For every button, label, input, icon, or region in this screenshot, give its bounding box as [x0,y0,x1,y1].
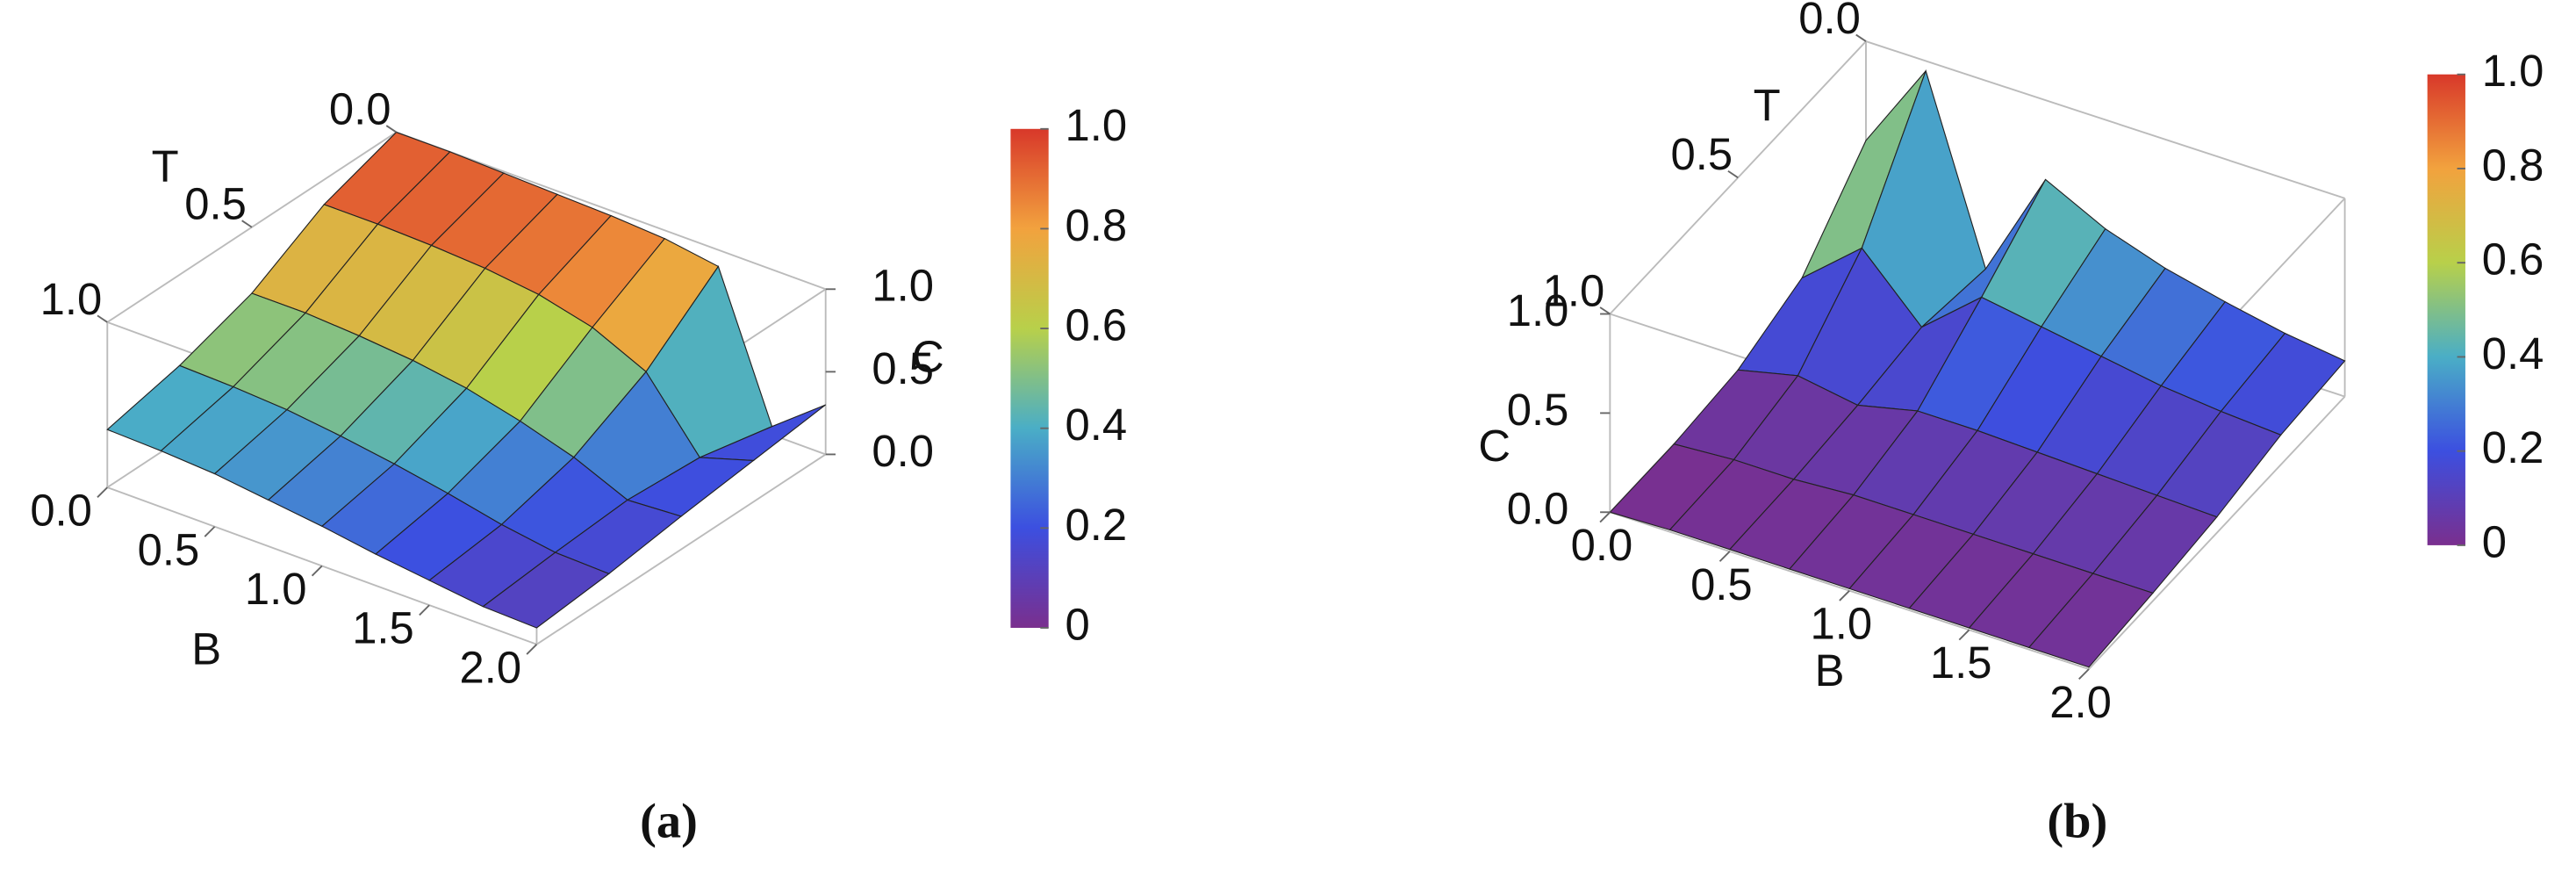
x-tick [1599,511,1611,523]
colorbar-tick-label: 0.4 [1066,400,1128,450]
colorbar-tick-label: 0.4 [2482,328,2544,378]
x-tick [2078,668,2090,680]
x-axis-label: B [1815,645,1845,695]
panel-label: (a) [640,795,698,849]
x-tick [204,526,216,537]
x-tick-label: 2.0 [2049,677,2112,727]
x-tick-label: 1.0 [1810,598,1872,648]
colorbar-tick-label: 0.6 [2482,234,2544,285]
colorbar-tick-label: 1.0 [1066,100,1128,150]
colorbar-tick-label: 0.8 [1066,200,1128,250]
x-axis-label: B [191,624,221,674]
box-edge [1865,40,2345,199]
y-tick [1599,306,1611,315]
y-tick [241,220,253,228]
y-tick-label: 0.0 [329,83,391,133]
colorbar-tick-label: 0.6 [1066,299,1128,349]
y-tick [97,314,108,323]
surface-patch [482,551,610,629]
surface-plot: 0.0 0.5 1.0 1.5 2.0 0.0 0.5 1.0 0.0 0.5 1.0 B T C 0 0.2… [30,83,1127,848]
x-tick [311,565,323,577]
colorbar-tick-label: 0 [1066,599,1090,649]
x-tick [97,486,108,499]
colorbar-tick-label: 0.2 [2482,422,2544,472]
z-tick-label: 1.0 [1507,285,1569,335]
colorbar-tick-label: 0 [2482,516,2507,566]
z-axis-label: C [1478,421,1510,471]
colorbar [1010,128,1049,628]
box-edge [2088,395,2346,670]
y-tick-label: 1.0 [40,274,103,324]
x-tick [1719,551,1731,562]
x-tick [526,644,538,655]
colorbar-tick-label: 0.8 [2482,140,2544,190]
z-tick-label: 0.5 [872,343,934,393]
z-tick-label: 0.5 [1507,385,1569,435]
box-edge [396,131,827,291]
y-tick-label: 0.5 [184,179,247,229]
y-axis-label: T [1754,81,1781,131]
colorbar-tick-label: 1.0 [2482,46,2544,96]
z-tick-label: 0.0 [872,426,934,476]
surface-patch [2027,573,2154,668]
y-tick-label: 0.5 [1670,129,1733,179]
surface-plot: 0.00.51.01.52.00.00.51.00.00.51.0BTC00.2… [1478,0,2544,849]
x-tick [419,604,430,616]
y-tick-label: 1.0 [1543,265,1605,315]
y-axis-label: T [152,141,179,191]
z-axis-label: C [912,332,944,382]
x-tick-label: 0.5 [138,524,200,574]
z-tick-label: 1.0 [872,261,934,311]
x-tick-label: 0.0 [1571,520,1633,570]
y-tick [1855,33,1867,42]
x-tick [1839,589,1850,602]
x-tick-label: 0.0 [30,486,92,536]
x-tick-label: 0.5 [1690,559,1753,609]
x-tick-label: 1.5 [352,603,414,653]
colorbar-tick-label: 0.2 [1066,500,1128,550]
colorbar [2427,74,2465,545]
box-edge [535,453,827,645]
x-tick-label: 2.0 [459,642,521,692]
x-tick-label: 1.5 [1930,638,1992,688]
y-tick [385,125,398,133]
y-tick-label: 0.0 [1798,0,1861,43]
y-tick [1727,169,1739,179]
x-tick-label: 1.0 [245,564,307,614]
x-tick [1958,629,1970,641]
z-tick-label: 0.0 [1507,484,1569,534]
panel-label: (b) [2047,795,2107,849]
